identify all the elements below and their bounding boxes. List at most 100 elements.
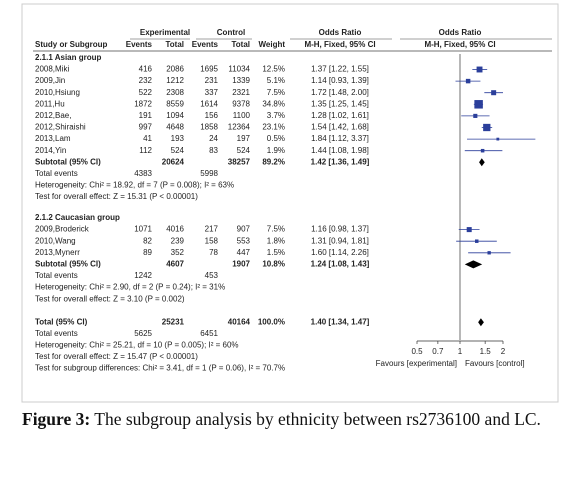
- weight-square: [487, 251, 491, 255]
- study-name: 2008,Miki: [35, 65, 69, 74]
- study-name: 2012,Shiraishi: [35, 123, 86, 132]
- study-name: 2010,Wang: [35, 236, 76, 245]
- header: Odds Ratio: [439, 28, 482, 37]
- cell: 20624: [162, 157, 185, 166]
- cell: 12.5%: [262, 65, 285, 74]
- cell: 5625: [134, 329, 152, 338]
- cell: 4648: [166, 123, 184, 132]
- cell: 0.5%: [267, 134, 285, 143]
- tick-label: 2: [501, 347, 506, 356]
- cell: 1872: [134, 99, 152, 108]
- cell: 158: [205, 236, 219, 245]
- header: Events: [192, 40, 219, 49]
- cell: 524: [171, 146, 185, 155]
- header: Experimental: [140, 28, 190, 37]
- header: Events: [126, 40, 153, 49]
- header: M-H, Fixed, 95% CI: [304, 40, 375, 49]
- cell: 191: [139, 111, 153, 120]
- cell: 4607: [166, 260, 184, 269]
- cell: 232: [139, 76, 153, 85]
- cell: 337: [205, 88, 219, 97]
- cell: 23.1%: [262, 123, 285, 132]
- cell: 1.54 [1.42, 1.68]: [311, 123, 369, 132]
- study-name: 2011,Hu: [35, 99, 65, 108]
- events-name: Total events: [35, 329, 78, 338]
- study-name: 2014,Yin: [35, 146, 66, 155]
- cell: 100.0%: [258, 317, 285, 326]
- cell: 416: [139, 65, 153, 74]
- tick-label: 1: [458, 347, 463, 356]
- cell: 197: [237, 134, 251, 143]
- cell: 3.7%: [267, 111, 285, 120]
- cell: 453: [205, 271, 219, 280]
- summary-diamond: [479, 158, 485, 167]
- weight-square: [496, 137, 500, 141]
- cell: 907: [237, 225, 251, 234]
- header: Total: [165, 40, 184, 49]
- cell: 89: [143, 248, 152, 257]
- summary-name: Subtotal (95% CI): [35, 260, 101, 269]
- cell: 82: [143, 236, 152, 245]
- cell: 5998: [200, 169, 218, 178]
- cell: 352: [171, 248, 185, 257]
- cell: 1.40 [1.34, 1.47]: [311, 317, 370, 326]
- cell: 1.35 [1.25, 1.45]: [311, 99, 369, 108]
- overall-effect: Test for overall effect: Z = 15.47 (P < …: [35, 352, 198, 361]
- cell: 1.44 [1.08, 1.98]: [311, 146, 369, 155]
- cell: 7.5%: [267, 225, 285, 234]
- cell: 239: [171, 236, 185, 245]
- cell: 1.14 [0.93, 1.39]: [311, 76, 369, 85]
- weight-square: [466, 227, 472, 233]
- cell: 156: [205, 111, 219, 120]
- header: Weight: [258, 40, 285, 49]
- cell: 1242: [134, 271, 152, 280]
- forest-plot: Experimental Control Odds Ratio Odds Ratio S…: [21, 3, 559, 403]
- weight-square: [483, 123, 491, 132]
- cell: 997: [139, 123, 153, 132]
- cell: 112: [139, 146, 152, 155]
- heterogeneity: Heterogeneity: Chi² = 2.90, df = 2 (P = …: [35, 283, 225, 292]
- cell: 1094: [166, 111, 184, 120]
- cell: 1.72 [1.48, 2.00]: [311, 88, 369, 97]
- cell: 231: [205, 76, 219, 85]
- cell: 4383: [134, 169, 152, 178]
- cell: 11034: [228, 65, 250, 74]
- cell: 1.60 [1.14, 2.26]: [311, 248, 369, 257]
- weight-square: [474, 100, 483, 109]
- cell: 1339: [232, 76, 250, 85]
- cell: 2321: [232, 88, 250, 97]
- cell: 1.9%: [267, 146, 285, 155]
- caption-label: Figure 3:: [22, 409, 91, 429]
- cell: 5.1%: [267, 76, 285, 85]
- weight-square: [465, 78, 471, 84]
- cell: 1.28 [1.02, 1.61]: [311, 111, 369, 120]
- header: Study or Subgroup: [35, 40, 108, 49]
- cell: 1.37 [1.22, 1.55]: [311, 65, 369, 74]
- header: M-H, Fixed, 95% CI: [424, 40, 495, 49]
- summary-diamond: [464, 260, 483, 269]
- caption-text: The subgroup analysis by ethnicity betwe…: [94, 409, 541, 429]
- cell: 40164: [228, 317, 251, 326]
- header: Odds Ratio: [319, 28, 362, 37]
- axis-label: Favours [control]: [465, 359, 525, 368]
- axis-label: Favours [experimental]: [376, 359, 457, 368]
- cell: 1858: [200, 123, 218, 132]
- cell: 34.8%: [262, 99, 285, 108]
- cell: 1907: [232, 260, 250, 269]
- header: Control: [217, 28, 245, 37]
- overall-effect: Test for overall effect: Z = 15.31 (P < …: [35, 192, 198, 201]
- cell: 8559: [166, 99, 184, 108]
- heterogeneity: Heterogeneity: Chi² = 18.92, df = 7 (P =…: [35, 181, 234, 190]
- cell: 1.8%: [267, 236, 285, 245]
- cell: 1071: [134, 225, 152, 234]
- cell: 2086: [166, 65, 184, 74]
- study-name: 2012,Bae,: [35, 111, 71, 120]
- group-title: 2.1.1 Asian group: [35, 53, 102, 62]
- weight-square: [491, 90, 497, 96]
- study-name: 2009,Jin: [35, 76, 65, 85]
- weight-square: [475, 239, 479, 243]
- cell: 1.16 [0.98, 1.37]: [311, 225, 369, 234]
- weight-square: [476, 66, 483, 73]
- cell: 89.2%: [262, 157, 285, 166]
- cell: 1614: [200, 99, 218, 108]
